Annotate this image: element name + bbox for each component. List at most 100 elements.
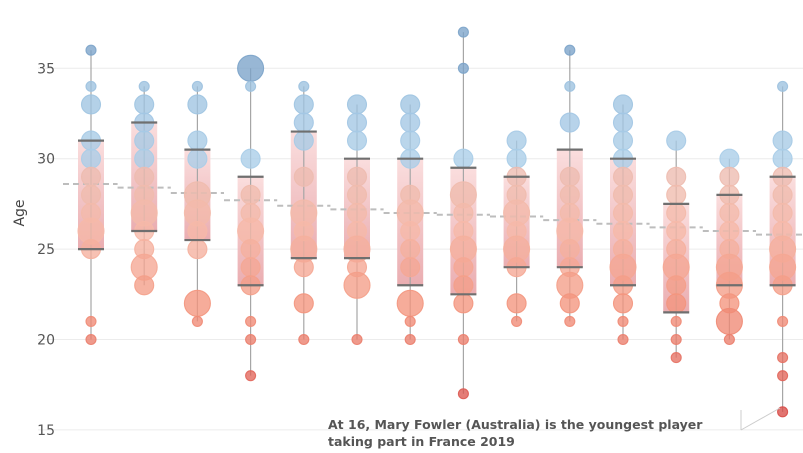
quartile-markers	[78, 121, 796, 314]
player-dot-team-13-age-20	[723, 333, 735, 346]
player-dot-team-8-age-30	[453, 148, 474, 169]
annotation: At 16, Mary Fowler (Australia) is the yo…	[328, 407, 781, 449]
player-dot-team-1-age-30	[80, 148, 102, 169]
player-dot-team-5-age-32	[293, 112, 314, 133]
player-dot-team-12-age-19	[670, 352, 682, 364]
player-dot-team-9-age-31	[506, 130, 527, 151]
y-tick-label-25: 25	[37, 242, 55, 258]
player-dot-team-13-age-30	[719, 148, 740, 169]
player-dot-team-5-age-31	[293, 130, 314, 151]
player-dot-team-14-age-30	[772, 148, 793, 169]
player-dot-team-3-age-30	[187, 148, 208, 169]
player-dot-team-1-age-33	[80, 94, 102, 115]
y-axis-title: Age	[12, 199, 28, 226]
player-dot-team-12-age-27	[666, 202, 687, 223]
player-dot-team-3-age-22	[183, 289, 211, 317]
player-dot-team-13-age-26	[719, 220, 740, 242]
player-dot-team-1-age-21	[85, 315, 97, 327]
y-tick-label-15: 15	[37, 423, 55, 439]
player-dot-team-3-age-21	[191, 315, 203, 327]
player-dot-team-14-age-28	[772, 184, 793, 205]
player-dot-team-4-age-34	[245, 80, 257, 92]
player-dot-team-2-age-34	[138, 80, 150, 92]
player-dot-team-5-age-33	[293, 94, 314, 115]
player-dot-team-8-age-24	[453, 257, 474, 278]
player-dot-team-4-age-35	[237, 54, 265, 82]
player-dot-team-9-age-22	[506, 293, 527, 314]
player-dot-team-8-age-22	[453, 293, 474, 314]
player-dot-team-7-age-33	[400, 94, 421, 115]
player-dot-team-11-age-33	[612, 94, 634, 115]
player-dot-team-7-age-21	[404, 315, 416, 327]
player-dot-team-5-age-20	[298, 333, 310, 346]
player-dot-team-2-age-23	[134, 275, 155, 296]
player-dot-team-6-age-33	[346, 94, 368, 115]
player-dot-team-3-age-33	[187, 94, 208, 115]
player-dot-team-2-age-29	[134, 166, 155, 187]
player-dot-team-12-age-26	[666, 220, 687, 242]
player-dot-team-1-age-29	[80, 166, 102, 187]
player-dot-team-8-age-37	[457, 26, 469, 38]
player-dot-team-2-age-31	[134, 130, 155, 151]
player-dot-team-12-age-29	[666, 166, 687, 187]
player-dot-team-4-age-28	[240, 184, 261, 205]
player-dot-team-11-age-29	[612, 166, 634, 187]
player-dot-team-14-age-18	[777, 370, 789, 382]
player-dot-team-1-age-20	[85, 333, 97, 346]
player-dot-team-11-age-20	[617, 333, 629, 346]
player-dot-team-12-age-28	[666, 184, 687, 205]
player-dot-team-11-age-26	[612, 220, 634, 242]
player-dot-team-12-age-21	[670, 315, 682, 327]
player-dot-team-4-age-20	[245, 333, 257, 346]
trend-line	[63, 183, 803, 236]
player-dot-team-7-age-22	[396, 289, 424, 317]
player-dot-team-3-age-25	[187, 239, 208, 260]
player-dot-team-14-age-16	[777, 406, 789, 418]
player-dot-team-7-age-25	[400, 239, 421, 260]
player-dot-team-4-age-30	[240, 148, 261, 169]
player-dot-team-9-age-30	[506, 148, 527, 169]
player-dot-team-12-age-20	[670, 333, 682, 346]
player-dot-team-4-age-18	[245, 370, 257, 382]
player-dot-team-4-age-24	[240, 257, 261, 278]
player-dot-team-14-age-19	[777, 352, 789, 364]
player-dot-team-13-age-27	[719, 202, 740, 223]
player-dot-team-7-age-31	[400, 130, 421, 151]
player-dot-team-5-age-24	[293, 257, 314, 278]
player-dot-team-8-age-17	[457, 388, 469, 400]
y-tick-label-20: 20	[37, 333, 55, 349]
player-dot-team-2-age-33	[134, 94, 155, 115]
y-axis: 15 20 25 30 35	[37, 61, 55, 439]
player-dot-team-3-age-31	[187, 130, 208, 151]
player-dot-team-14-age-27	[772, 202, 793, 223]
player-dot-team-11-age-31	[612, 130, 634, 151]
player-dot-team-13-age-21	[715, 307, 743, 335]
player-dot-team-6-age-29	[346, 166, 368, 187]
player-dot-team-10-age-25	[559, 239, 580, 260]
player-dot-team-11-age-28	[612, 184, 634, 205]
player-dot-team-6-age-20	[351, 333, 363, 346]
annotation-line-1: At 16, Mary Fowler (Australia) is the yo…	[328, 417, 703, 432]
player-dot-team-1-age-28	[80, 184, 102, 205]
player-dot-team-14-age-31	[772, 130, 793, 151]
player-dot-team-6-age-28	[346, 184, 368, 205]
y-tick-label-30: 30	[37, 152, 55, 168]
player-dot-team-3-age-26	[187, 220, 208, 242]
player-dot-team-6-age-23	[343, 271, 371, 299]
player-dot-team-10-age-34	[564, 80, 576, 92]
player-dot-team-4-age-25	[240, 239, 261, 260]
player-dot-team-13-age-29	[719, 166, 740, 187]
player-dot-team-8-age-23	[453, 275, 474, 296]
player-dot-team-10-age-28	[559, 184, 580, 205]
player-dot-team-10-age-21	[564, 315, 576, 327]
player-dot-team-3-age-34	[191, 80, 203, 92]
player-dot-team-2-age-30	[134, 148, 155, 169]
player-dot-team-8-age-27	[453, 202, 474, 223]
player-dot-team-1-age-34	[85, 80, 97, 92]
player-dot-team-10-age-22	[559, 293, 580, 314]
annotation-connector	[740, 407, 781, 431]
player-dot-team-7-age-26	[400, 220, 421, 242]
player-dot-team-4-age-21	[245, 315, 257, 327]
player-dot-team-11-age-21	[617, 315, 629, 327]
